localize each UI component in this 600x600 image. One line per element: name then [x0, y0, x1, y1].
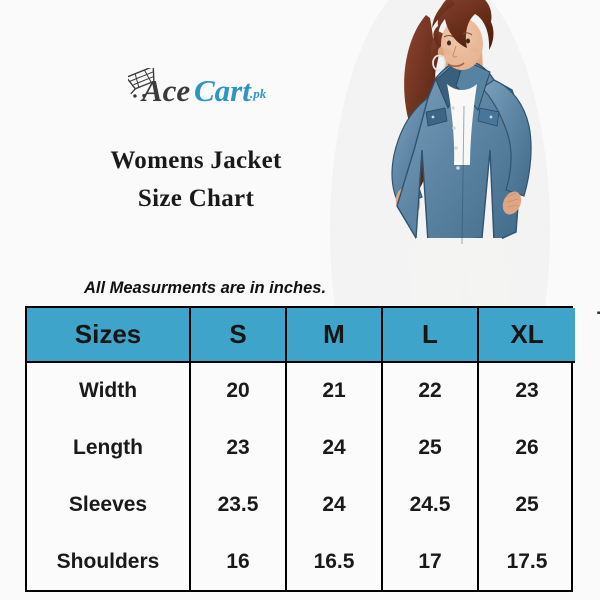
svg-text:Cart: Cart	[194, 73, 252, 108]
svg-text:.pk: .pk	[250, 86, 267, 101]
svg-text:Ace: Ace	[140, 73, 190, 108]
